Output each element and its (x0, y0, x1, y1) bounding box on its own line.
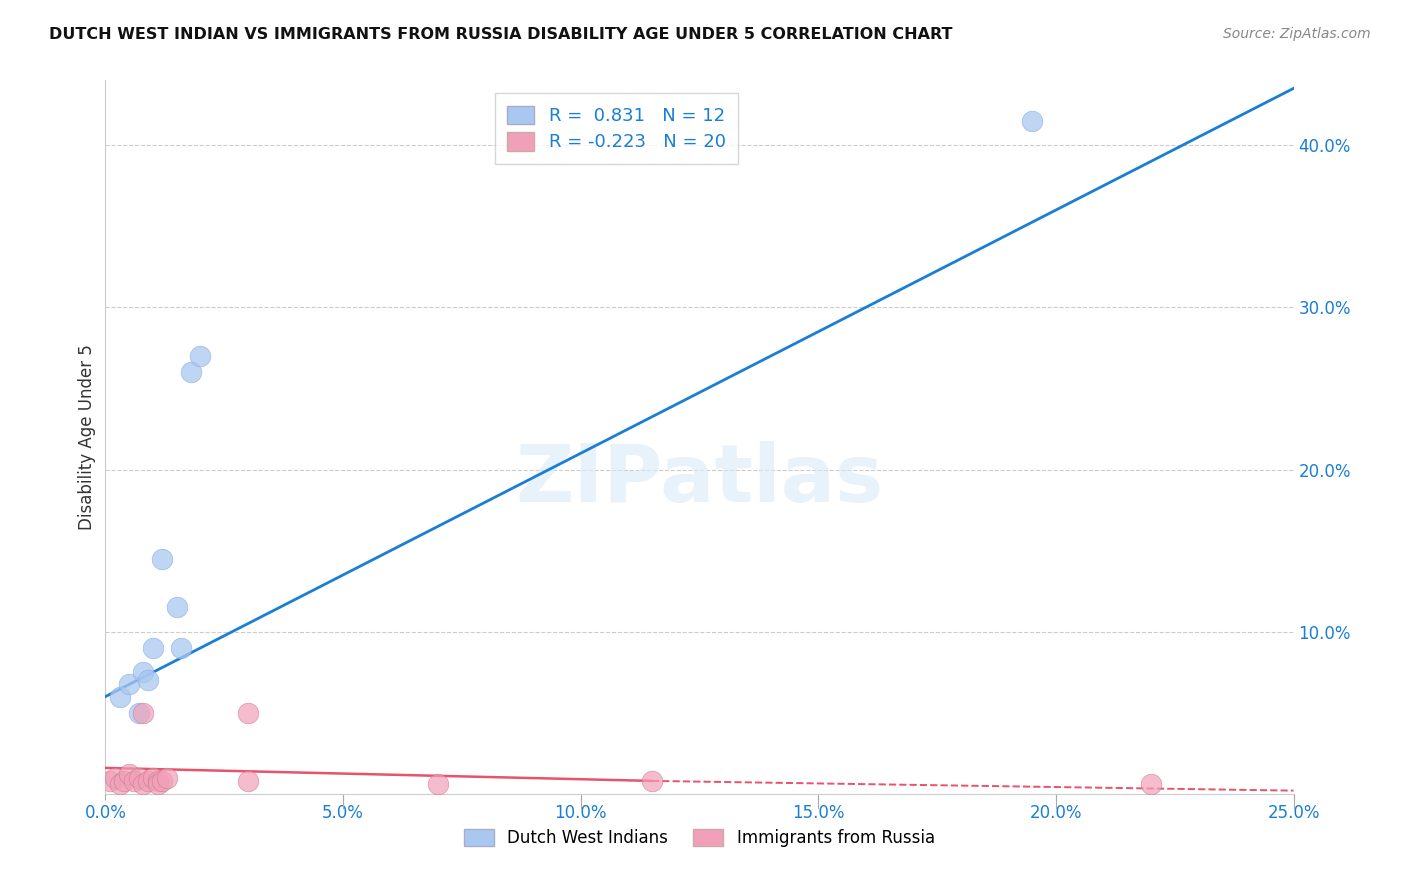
Point (142, 771, 165, 785)
Point (142, 640, 165, 655)
Legend: Dutch West Indians, Immigrants from Russia: Dutch West Indians, Immigrants from Russ… (457, 822, 942, 854)
Point (1140, 777, 1163, 791)
Point (128, 706, 150, 720)
Point (128, 771, 150, 785)
Point (152, 551, 174, 566)
Point (118, 767, 141, 781)
Point (136, 673, 159, 688)
Point (180, 365, 202, 379)
Point (166, 600, 188, 615)
Point (236, 706, 259, 720)
Point (190, 349, 212, 363)
Point (122, 773, 145, 788)
Point (108, 690, 131, 704)
Point (641, 773, 664, 788)
Point (1021, 113, 1043, 128)
Point (236, 773, 259, 788)
Point (132, 665, 155, 680)
Point (118, 676, 141, 690)
Point (146, 777, 169, 791)
Point (108, 777, 131, 791)
Y-axis label: Disability Age Under 5: Disability Age Under 5 (77, 344, 96, 530)
Point (427, 777, 450, 791)
Point (132, 706, 155, 720)
Point (132, 777, 155, 791)
Point (152, 773, 174, 788)
Text: DUTCH WEST INDIAN VS IMMIGRANTS FROM RUSSIA DISABILITY AGE UNDER 5 CORRELATION C: DUTCH WEST INDIAN VS IMMIGRANTS FROM RUS… (49, 27, 953, 42)
Point (114, 773, 136, 788)
Point (156, 771, 179, 785)
Point (170, 640, 193, 655)
Point (98, 773, 121, 788)
Point (136, 773, 159, 788)
Point (146, 773, 169, 788)
Text: ZIPatlas: ZIPatlas (516, 441, 883, 519)
Point (104, 771, 127, 785)
Text: Source: ZipAtlas.com: Source: ZipAtlas.com (1223, 27, 1371, 41)
